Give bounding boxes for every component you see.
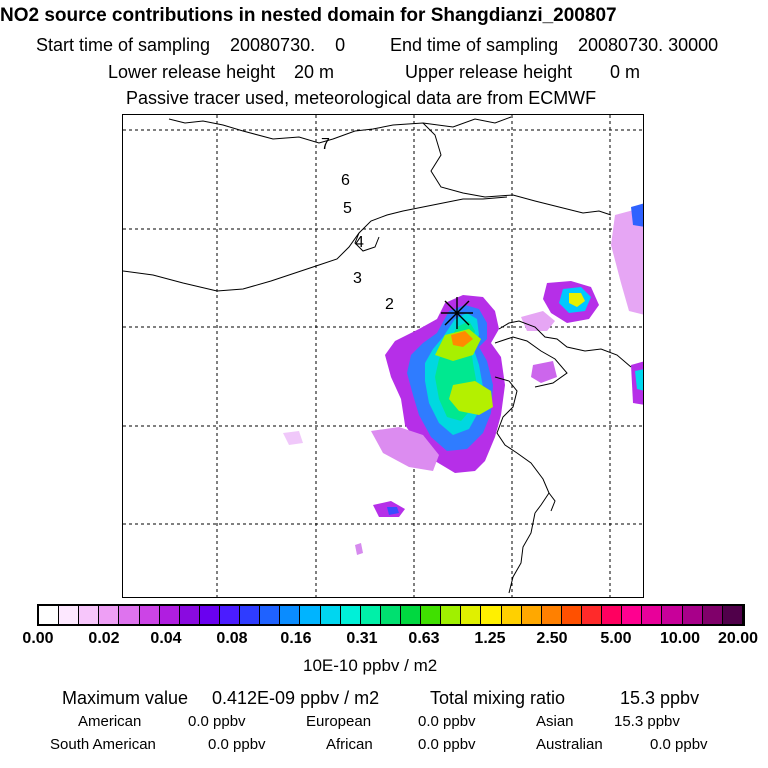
colorbar-swatch: [340, 606, 361, 624]
colorbar-tick-label: 10.00: [659, 630, 701, 647]
colorbar-swatch: [360, 606, 381, 624]
region-value: 0.0 ppbv: [418, 736, 476, 753]
lower-release-value: 20 m: [294, 62, 335, 82]
colorbar-tick-label: 5.00: [600, 630, 632, 647]
day-marker: 6: [341, 172, 350, 189]
day-marker: 5: [343, 200, 352, 217]
map-panel: 7 6 5 4 3 2: [122, 114, 644, 598]
map-title: NO2 source contributions in nested domai…: [0, 5, 617, 26]
colorbar-tick-label: 20.00: [717, 630, 759, 647]
region-value: 0.0 ppbv: [188, 713, 246, 730]
colorbar-tick-label: 0.08: [216, 630, 248, 647]
end-time-value: 20080730. 30000: [578, 35, 719, 55]
day-marker: 4: [355, 234, 364, 251]
concentration-plume: [283, 203, 643, 555]
region-name: European: [306, 713, 372, 730]
region-value: 0.0 ppbv: [208, 736, 266, 753]
colorbar-unit: 10E-10 ppbv / m2: [303, 656, 438, 675]
colorbar-swatch: [702, 606, 723, 624]
colorbar-swatch: [722, 606, 743, 624]
colorbar-swatch: [421, 606, 442, 624]
colorbar-swatch: [682, 606, 703, 624]
start-time-label: Start time of sampling: [36, 35, 211, 55]
colorbar-swatch: [400, 606, 422, 624]
colorbar-swatch: [179, 606, 200, 624]
day-marker: 7: [321, 136, 330, 153]
region-value: 15.3 ppbv: [614, 713, 680, 730]
max-value-label: Maximum value: [62, 688, 189, 708]
colorbar-tick-label: 2.50: [536, 630, 568, 647]
upper-release-label: Upper release height: [405, 62, 573, 82]
colorbar-swatch: [602, 606, 623, 624]
end-time-label: End time of sampling: [390, 35, 559, 55]
map-canvas: 7 6 5 4 3 2: [123, 115, 643, 597]
colorbar-swatch: [642, 606, 663, 624]
colorbar-swatch: [199, 606, 220, 624]
colorbar-swatch: [39, 606, 60, 624]
colorbar-tick-label: 0.31: [346, 630, 378, 647]
receptor-star-icon: [441, 297, 473, 329]
start-time-value: 20080730. 0: [230, 35, 346, 55]
colorbar-tick-label: 1.25: [474, 630, 506, 647]
colorbar-swatch: [320, 606, 341, 624]
day-marker: 2: [385, 296, 394, 313]
region-name: African: [326, 736, 373, 753]
colorbar-swatch: [59, 606, 80, 624]
colorbar-swatch: [662, 606, 683, 624]
colorbar-swatch: [541, 606, 562, 624]
total-mixing-value: 15.3 ppbv: [620, 688, 700, 708]
colorbar-swatch: [300, 606, 321, 624]
lower-release-label: Lower release height: [108, 62, 276, 82]
colorbar: [37, 604, 745, 626]
colorbar-swatch: [79, 606, 100, 624]
colorbar-swatch: [380, 606, 401, 624]
region-value: 0.0 ppbv: [650, 736, 708, 753]
colorbar-swatch: [219, 606, 241, 624]
colorbar-swatch: [139, 606, 160, 624]
colorbar-tick-label: 0.63: [408, 630, 440, 647]
colorbar-tick-label: 0.16: [280, 630, 312, 647]
tracer-info: Passive tracer used, meteorological data…: [126, 88, 597, 108]
colorbar-swatch: [280, 606, 301, 624]
max-value: 0.412E-09 ppbv / m2: [212, 688, 380, 708]
colorbar-swatch: [99, 606, 120, 624]
region-name: Asian: [536, 713, 574, 730]
colorbar-swatch: [581, 606, 603, 624]
region-name: Australian: [536, 736, 603, 753]
colorbar-swatch: [521, 606, 542, 624]
colorbar-swatch: [622, 606, 643, 624]
colorbar-swatch: [119, 606, 140, 624]
coastlines: [123, 116, 632, 594]
colorbar-tick-label: 0.02: [88, 630, 120, 647]
colorbar-swatch: [441, 606, 462, 624]
colorbar-swatch: [561, 606, 582, 624]
colorbar-swatch: [260, 606, 281, 624]
colorbar-swatch: [159, 606, 180, 624]
colorbar-swatch: [240, 606, 261, 624]
grid-lines: [123, 115, 643, 597]
colorbar-tick-label: 0.00: [22, 630, 54, 647]
total-mixing-label: Total mixing ratio: [430, 688, 566, 708]
region-name: American: [78, 713, 142, 730]
colorbar-swatch: [461, 606, 482, 624]
colorbar-swatch: [481, 606, 502, 624]
region-name: South American: [50, 736, 156, 753]
colorbar-swatch: [501, 606, 522, 624]
colorbar-tick-label: 0.04: [150, 630, 182, 647]
upper-release-value: 0 m: [610, 62, 641, 82]
region-value: 0.0 ppbv: [418, 713, 476, 730]
day-marker: 3: [353, 270, 362, 287]
